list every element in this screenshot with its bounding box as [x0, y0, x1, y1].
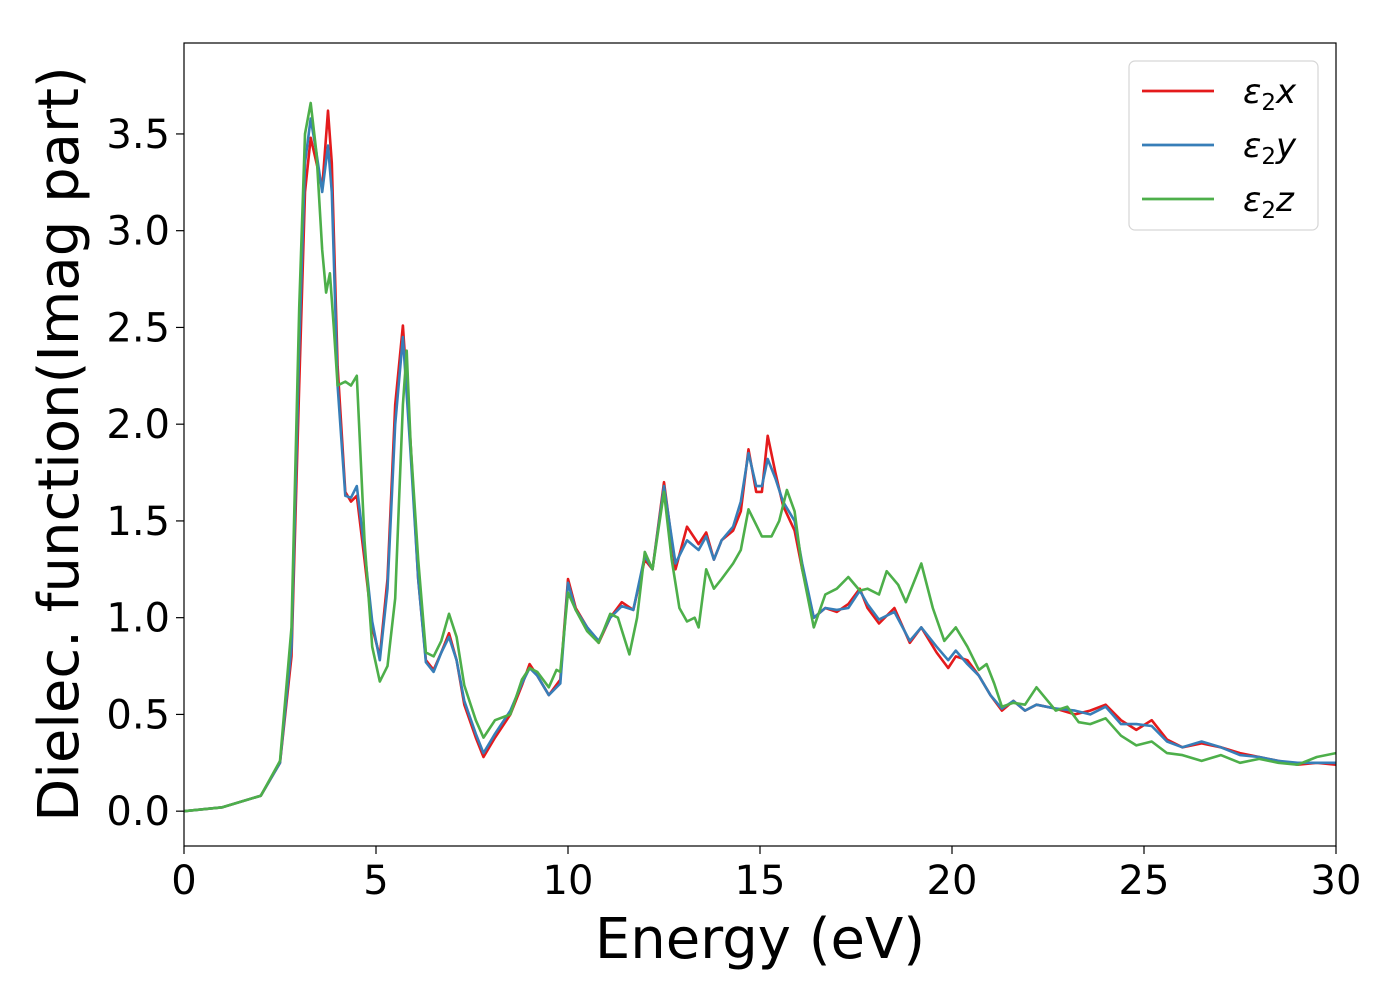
x-axis-ticks: 0 5 10 15 20 25 30: [171, 846, 1361, 904]
series-layer: [184, 101, 1336, 813]
series-line-z: [184, 101, 1336, 813]
x-tick-label: 0: [171, 858, 196, 904]
x-tick-label: 5: [363, 858, 388, 904]
y-axis-ticks: 0.0 0.5 1.0 1.5 2.0 2.5 3.0 3.5: [106, 112, 184, 835]
y-tick-label: 1.0: [106, 596, 170, 642]
legend-box: [1128, 60, 1319, 231]
x-tick-label: 10: [543, 858, 594, 904]
x-tick-label: 30: [1311, 858, 1362, 904]
y-tick-label: 3.5: [106, 112, 170, 158]
y-tick-label: 2.0: [106, 402, 170, 448]
y-tick-label: 0.5: [106, 692, 170, 738]
legend-label-z: ε2z: [1243, 180, 1295, 224]
legend-label-y: ε2y: [1243, 126, 1297, 170]
y-axis-title: Dielec. function(Imag part): [27, 66, 92, 822]
legend: ε2x ε2y ε2z: [1128, 60, 1319, 231]
y-tick-label: 0.0: [106, 789, 170, 835]
y-tick-label: 1.5: [106, 499, 170, 545]
x-tick-label: 20: [927, 858, 978, 904]
series-line-y: [184, 117, 1336, 813]
x-tick-label: 25: [1119, 858, 1170, 904]
legend-label-x: ε2x: [1243, 72, 1297, 116]
y-tick-label: 2.5: [106, 305, 170, 351]
x-axis-title: Energy (eV): [595, 907, 925, 972]
x-tick-label: 15: [735, 858, 786, 904]
y-tick-label: 3.0: [106, 209, 170, 255]
